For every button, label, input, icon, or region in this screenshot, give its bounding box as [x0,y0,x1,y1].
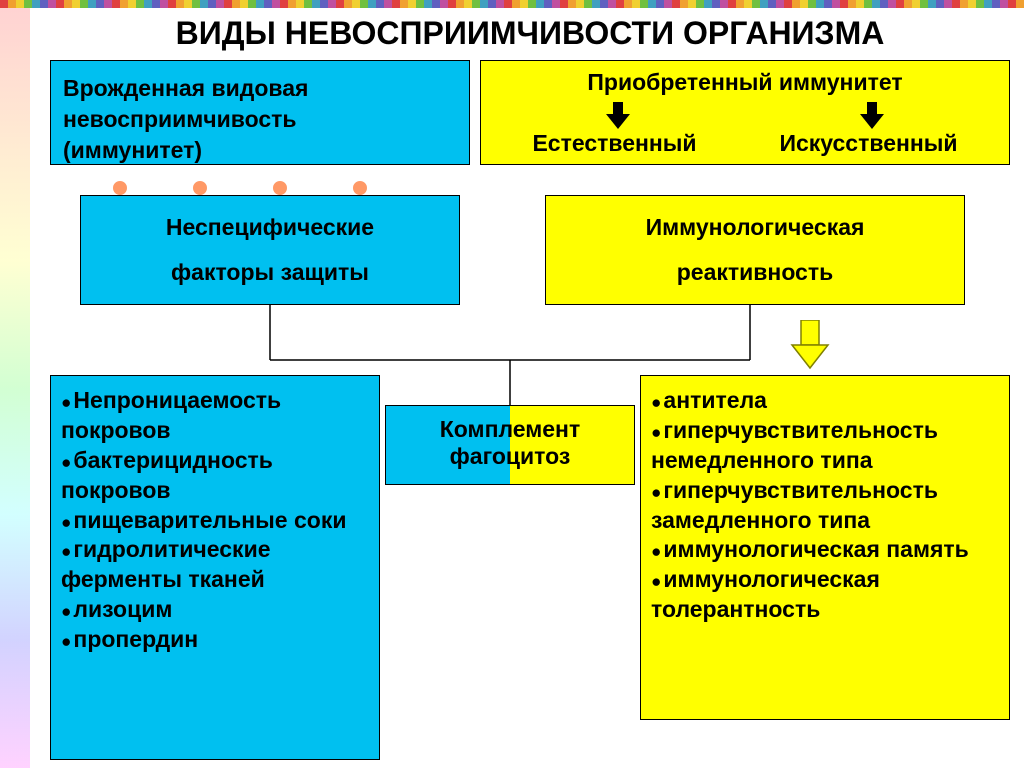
left-list-item: пропердин [61,625,369,655]
innate-line1: Врожденная видовая [63,73,457,104]
right-list-item: гиперчувствительность немедленного типа [651,416,999,476]
left-list-item: бактерицидность покровов [61,446,369,506]
nonspecific-box: Неспецифические факторы защиты [80,195,460,305]
right-list: антителагиперчувствительность немедленно… [651,386,999,625]
arrow-down-icon [603,102,633,130]
left-list: Непроницаемость покрововбактерицидность … [61,386,369,655]
right-list-item: иммунологическая толерантность [651,565,999,625]
left-list-item: гидролитические ферменты тканей [61,535,369,595]
side-gradient [0,8,30,768]
acquired-artificial: Искусственный [779,130,957,157]
left-list-item: Непроницаемость покровов [61,386,369,446]
yellow-arrow-icon [790,320,830,370]
right-list-item: иммунологическая память [651,535,999,565]
right-list-item: антитела [651,386,999,416]
immunoreact-box: Иммунологическая реактивность [545,195,965,305]
immunoreact-line1: Иммунологическая [556,214,954,241]
complement-line2: фагоцитоз [386,443,634,470]
arrow-down-icon [857,102,887,130]
acquired-natural: Естественный [532,130,696,157]
main-title: ВИДЫ НЕВОСПРИИМЧИВОСТИ ОРГАНИЗМА [40,15,1020,60]
left-list-box: Непроницаемость покрововбактерицидность … [50,375,380,760]
acquired-box: Приобретенный иммунитет Естественный Иск… [480,60,1010,165]
innate-box: Врожденная видовая невосприимчивость (им… [50,60,470,165]
complement-line1: Комплемент [386,416,634,443]
innate-line3: (иммунитет) [63,135,457,166]
right-list-item: гиперчувствительность замедленного типа [651,476,999,536]
left-list-item: пищеварительные соки [61,506,369,536]
top-border [0,0,1024,8]
complement-box: Комплемент фагоцитоз [385,405,635,485]
right-list-box: антителагиперчувствительность немедленно… [640,375,1010,720]
nonspecific-line2: факторы защиты [91,259,449,286]
innate-line2: невосприимчивость [63,104,457,135]
acquired-title: Приобретенный иммунитет [491,69,999,96]
immunoreact-line2: реактивность [556,259,954,286]
nonspecific-line1: Неспецифические [91,214,449,241]
left-list-item: лизоцим [61,595,369,625]
